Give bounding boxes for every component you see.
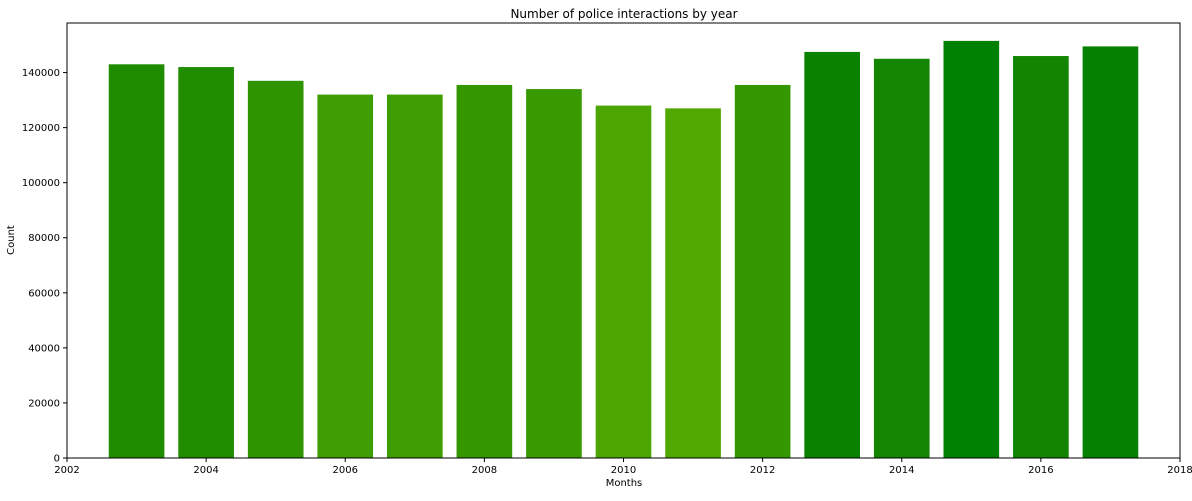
bar-2013 xyxy=(804,51,861,458)
x-tick-label-2002: 2002 xyxy=(54,465,79,476)
y-tick-label-60000: 60000 xyxy=(28,288,60,299)
x-tick-label-2012: 2012 xyxy=(750,465,775,476)
bar-2017 xyxy=(1082,46,1139,459)
x-axis-label: Months xyxy=(606,478,643,489)
bar-2008 xyxy=(456,84,513,458)
bar-2009 xyxy=(526,89,582,458)
bar-2014 xyxy=(873,58,930,458)
chart-title: Number of police interactions by year xyxy=(510,7,737,21)
y-tick-label-20000: 20000 xyxy=(28,398,60,409)
y-tick-label-80000: 80000 xyxy=(28,233,60,244)
y-tick-label-140000: 140000 xyxy=(22,68,60,79)
bar-2016 xyxy=(1013,56,1069,458)
x-tick-label-2018: 2018 xyxy=(1167,465,1192,476)
bar-2006 xyxy=(317,94,374,458)
y-tick-label-120000: 120000 xyxy=(22,123,60,134)
bar-2012 xyxy=(734,84,791,458)
x-tick-label-2006: 2006 xyxy=(333,465,358,476)
x-tick-label-2014: 2014 xyxy=(889,465,914,476)
y-axis-label: Count xyxy=(6,225,17,255)
y-tick-label-0: 0 xyxy=(54,454,60,465)
y-tick-label-40000: 40000 xyxy=(28,343,60,354)
bar-2003 xyxy=(108,64,165,459)
x-tick-label-2016: 2016 xyxy=(1028,465,1053,476)
y-tick-label-100000: 100000 xyxy=(22,178,60,189)
x-axis: 2002 2004 2006 2008 2010 2012 2014 2016 2018 xyxy=(54,458,1192,476)
x-tick-label-2004: 2004 xyxy=(193,465,218,476)
bar-2007 xyxy=(386,94,443,458)
bars-group xyxy=(108,40,1139,459)
x-tick-label-2008: 2008 xyxy=(472,465,497,476)
bar-2005 xyxy=(247,80,304,458)
x-tick-label-2010: 2010 xyxy=(611,465,636,476)
bar-2015 xyxy=(943,40,1000,459)
bar-2010 xyxy=(595,105,652,458)
bar-2011 xyxy=(665,108,721,458)
bar-2004 xyxy=(178,67,234,459)
y-axis: 0 20000 40000 60000 80000 100000 120000 140000 xyxy=(22,68,67,465)
